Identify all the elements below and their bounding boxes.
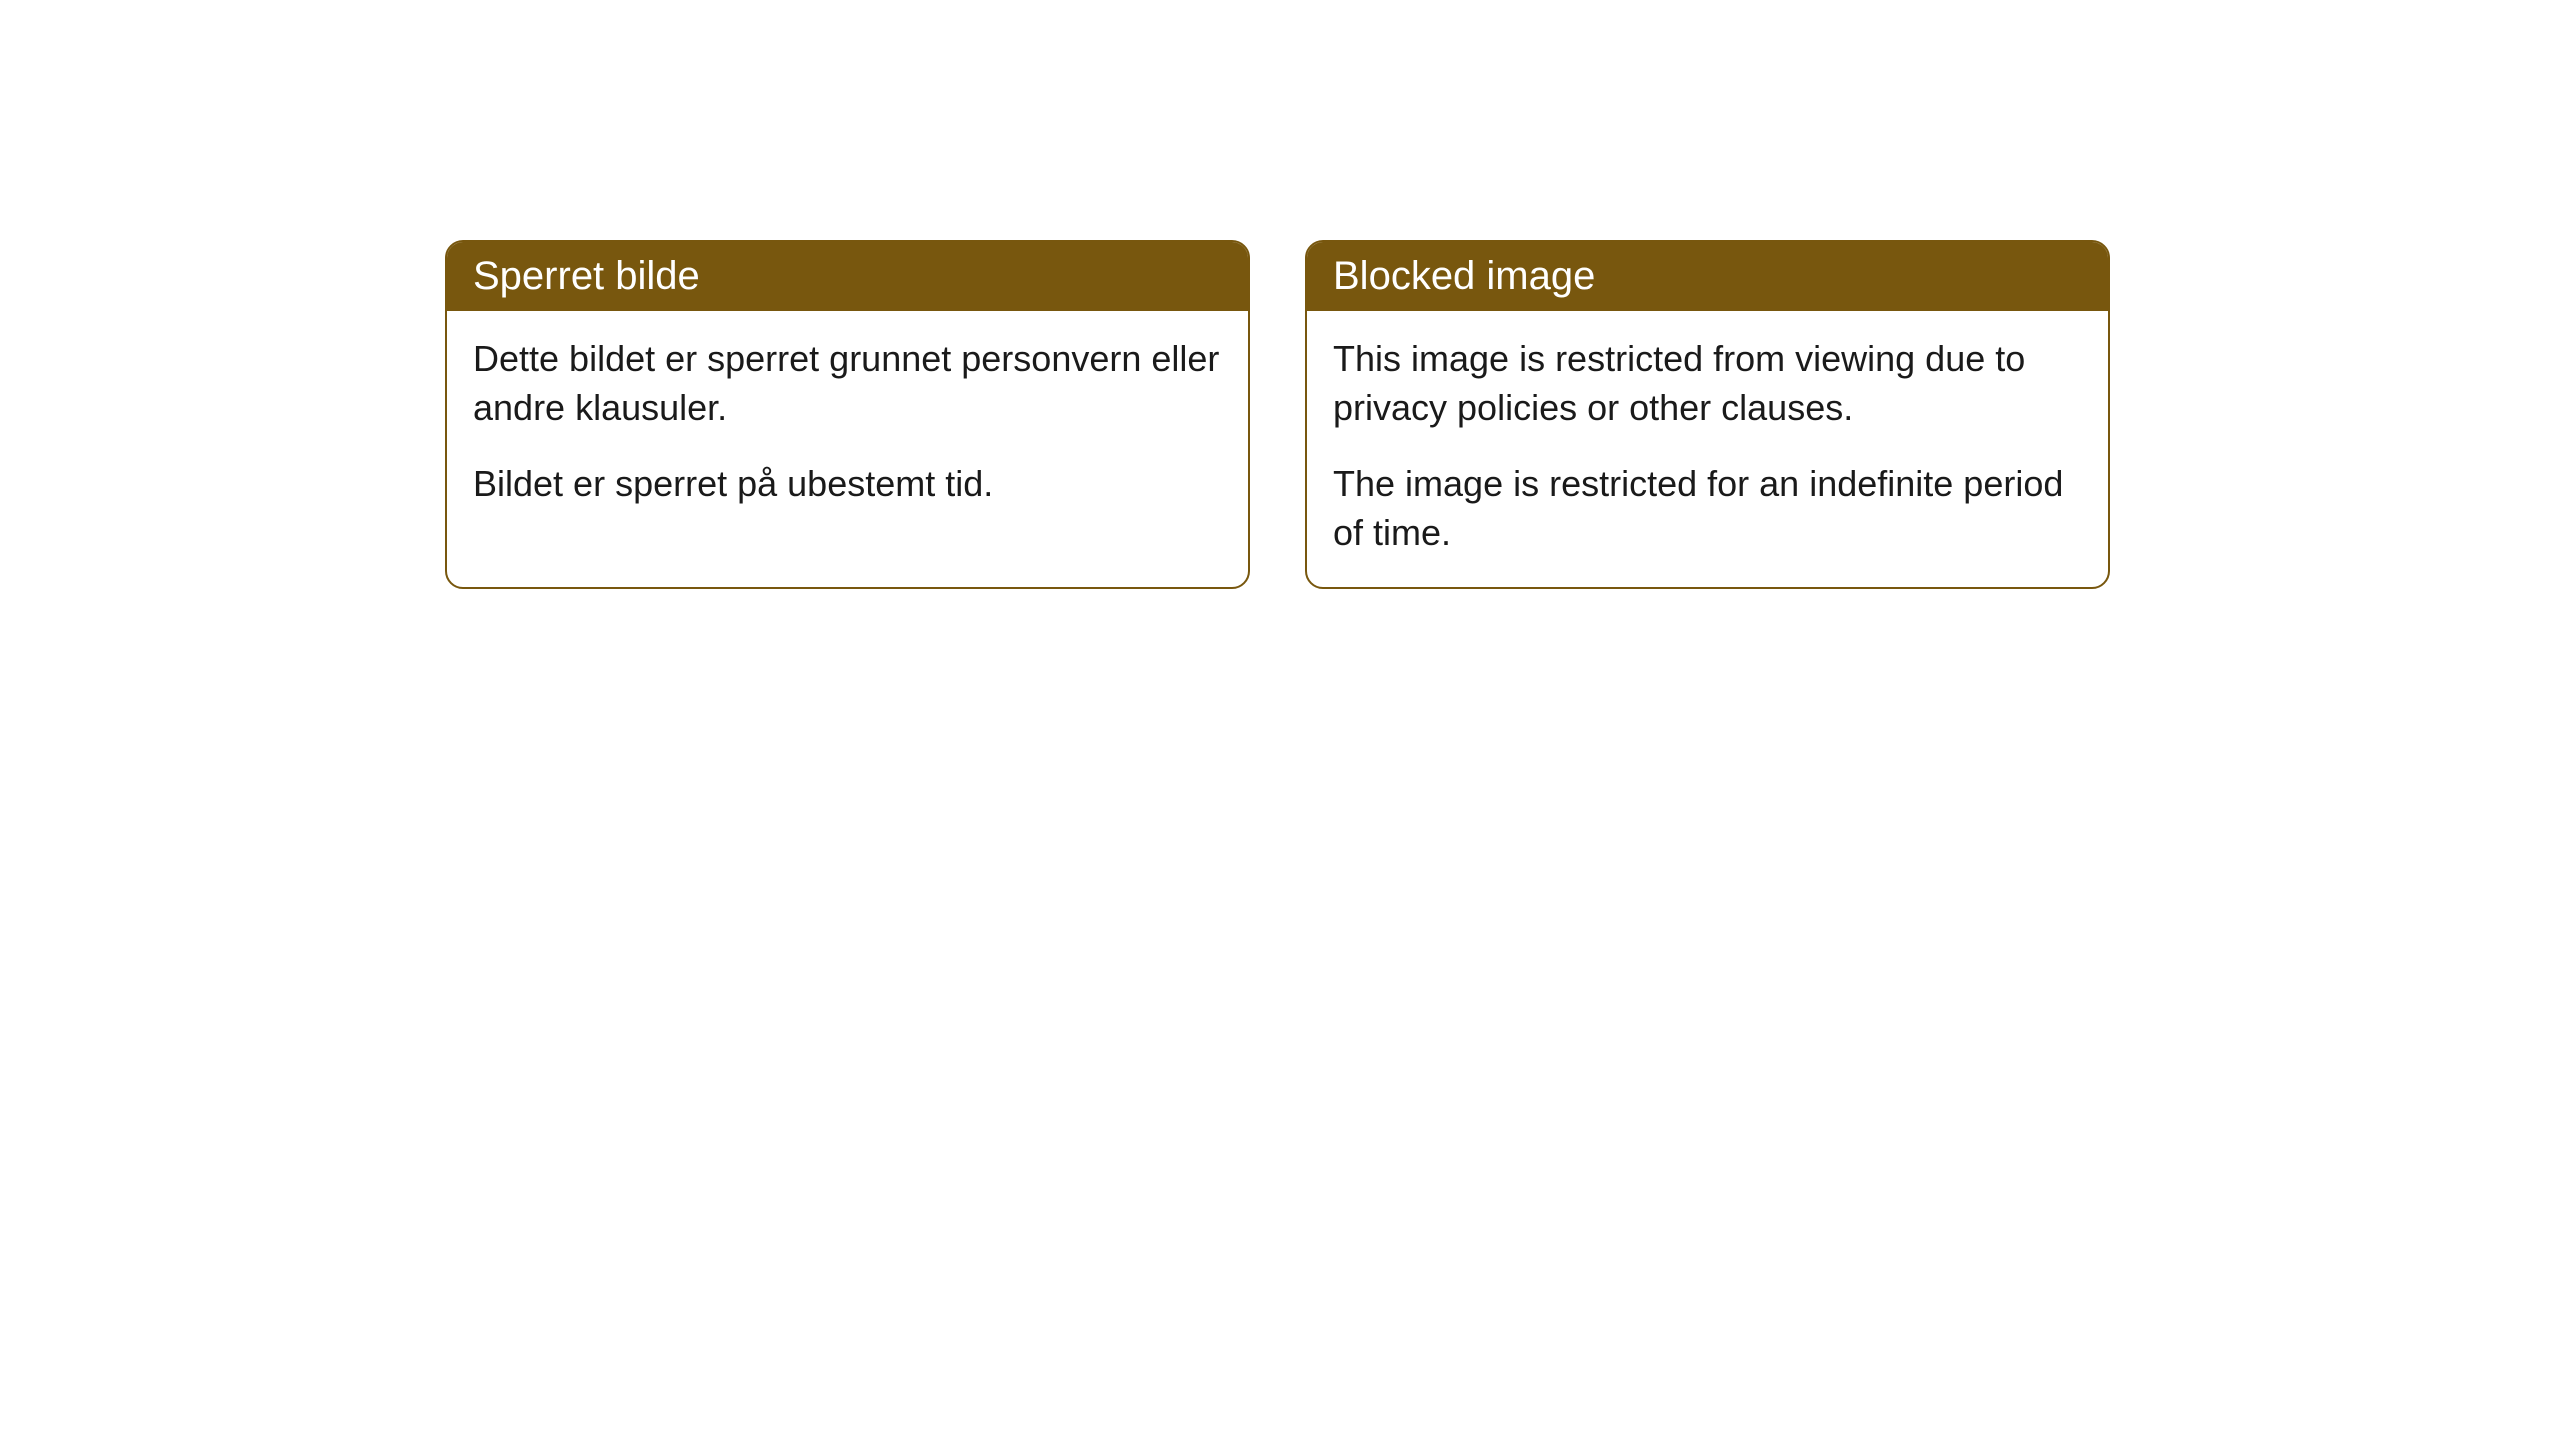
blocked-image-card-en: Blocked image This image is restricted f…: [1305, 240, 2110, 589]
blocked-image-card-no: Sperret bilde Dette bildet er sperret gr…: [445, 240, 1250, 589]
card-paragraph-1-no: Dette bildet er sperret grunnet personve…: [473, 335, 1222, 432]
notice-container: Sperret bilde Dette bildet er sperret gr…: [0, 0, 2560, 589]
card-paragraph-2-en: The image is restricted for an indefinit…: [1333, 460, 2082, 557]
card-paragraph-1-en: This image is restricted from viewing du…: [1333, 335, 2082, 432]
card-body-no: Dette bildet er sperret grunnet personve…: [447, 311, 1248, 539]
card-paragraph-2-no: Bildet er sperret på ubestemt tid.: [473, 460, 1222, 509]
card-title-no: Sperret bilde: [447, 242, 1248, 311]
card-title-en: Blocked image: [1307, 242, 2108, 311]
card-body-en: This image is restricted from viewing du…: [1307, 311, 2108, 587]
